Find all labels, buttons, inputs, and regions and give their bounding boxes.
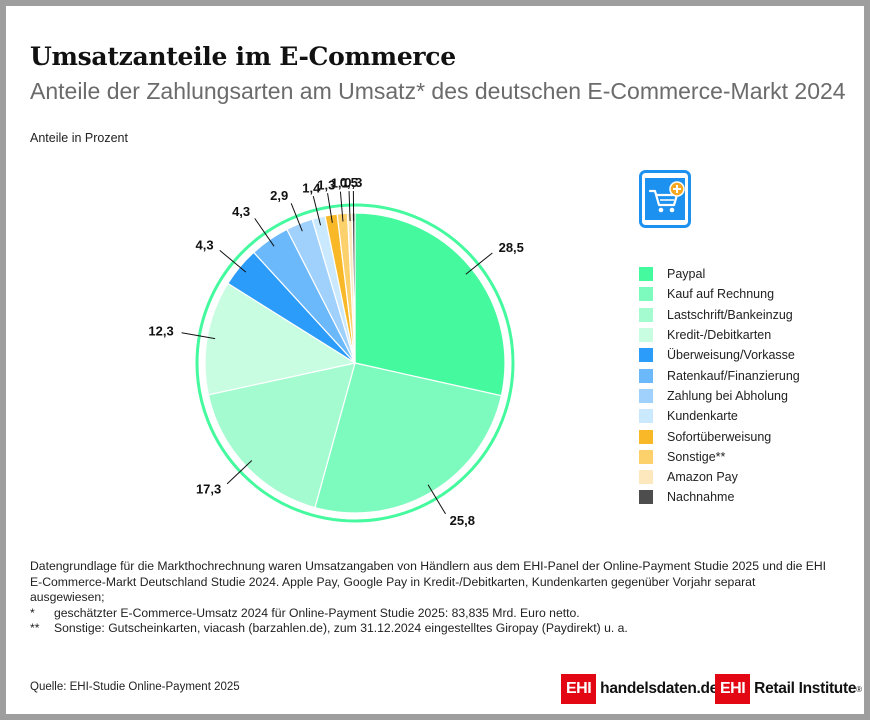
- footnote-1: * geschätzter E-Commerce-Umsatz 2024 für…: [30, 606, 830, 622]
- legend-swatch: [639, 267, 653, 282]
- handelsdaten-logo-text: handelsdaten.de: [600, 680, 718, 697]
- leader-line-sonstige: [339, 191, 344, 222]
- leader-line-sofortueberweisung: [327, 193, 333, 223]
- legend-swatch: [639, 287, 653, 302]
- handelsdaten-logo[interactable]: EHI handelsdaten.de: [561, 674, 718, 704]
- data-label-paypal: 28,5: [499, 240, 524, 255]
- shopping-cart-add-icon: [639, 170, 691, 228]
- leader-line-ueberweisung-vorkasse: [219, 250, 247, 273]
- source-note: Quelle: EHI-Studie Online-Payment 2025: [30, 681, 240, 693]
- legend-label: Nachnahme: [667, 490, 735, 505]
- legend-item-zahlung-bei-abholung: Zahlung bei Abholung: [639, 386, 800, 406]
- footnote-1-mark: *: [30, 605, 35, 620]
- data-label-kredit-debitkarten: 12,3: [148, 323, 173, 338]
- legend-item-kundenkarte: Kundenkarte: [639, 406, 800, 426]
- data-basis-note: Datengrundlage für die Markthochrechnung…: [30, 559, 827, 604]
- legend-swatch: [639, 348, 653, 363]
- data-label-kundenkarte: 1,4: [302, 180, 321, 195]
- footnote-2: ** Sonstige: Gutscheinkarten, viacash (b…: [30, 621, 830, 637]
- legend: Paypal Kauf auf Rechnung Lastschrift/Banke…: [639, 264, 800, 508]
- data-label-ratenkauf-finanzierung: 4,3: [232, 204, 250, 219]
- data-label-kauf-auf-rechnung: 25,8: [450, 513, 475, 528]
- data-label-amazon-pay: 0,5: [340, 175, 358, 190]
- data-label-sofortueberweisung: 1,3: [317, 177, 335, 192]
- pie-outer-ring: [195, 203, 515, 523]
- chart-title: Umsatzanteile im E-Commerce: [30, 42, 456, 71]
- legend-label: Kredit-/Debitkarten: [667, 328, 772, 343]
- legend-label: Lastschrift/Bankeinzug: [667, 307, 793, 322]
- data-label-nachnahme: 0,3: [344, 175, 362, 190]
- leader-line-ratenkauf-finanzierung: [254, 218, 275, 247]
- ehi-logo-box: EHI: [715, 674, 751, 704]
- legend-item-ratenkauf-finanzierung: Ratenkauf/Finanzierung: [639, 365, 800, 385]
- legend-item-nachnahme: Nachnahme: [639, 487, 800, 507]
- data-label-lastschrift-bankeinzug: 17,3: [196, 481, 221, 496]
- ehi-logo-text: Retail Institute: [754, 680, 857, 697]
- leader-line-zahlung-bei-abholung: [290, 203, 303, 232]
- legend-label: Kauf auf Rechnung: [667, 287, 775, 302]
- chart-subtitle: Anteile der Zahlungsarten am Umsatz* des…: [30, 78, 846, 104]
- legend-label: Paypal: [667, 267, 706, 282]
- legend-label: Ratenkauf/Finanzierung: [667, 368, 800, 383]
- legend-label: Sofortüberweisung: [667, 429, 772, 444]
- legend-swatch: [639, 328, 653, 343]
- data-label-sonstige: 1,1: [331, 176, 349, 191]
- legend-label: Amazon Pay: [667, 470, 738, 485]
- legend-swatch: [639, 490, 653, 505]
- handelsdaten-logo-box: EHI: [561, 674, 597, 704]
- legend-swatch: [639, 388, 653, 403]
- legend-swatch: [639, 449, 653, 464]
- pie-chart: 28,5 25,8 17,3 12,3 4,3 4,3 2,9 1,41,31,10,50,3: [148, 175, 524, 528]
- data-label-ueberweisung-vorkasse: 4,3: [196, 237, 214, 252]
- legend-item-ueberweisung-vorkasse: Überweisung/Vorkasse: [639, 345, 800, 365]
- legend-label: Sonstige**: [667, 449, 726, 464]
- legend-item-kredit-debitkarten: Kredit-/Debitkarten: [639, 325, 800, 345]
- leader-line-kauf-auf-rechnung: [427, 484, 446, 515]
- unit-label: Anteile in Prozent: [30, 131, 128, 145]
- leader-line-paypal: [465, 252, 493, 275]
- footnote-2-mark: **: [30, 621, 40, 635]
- ehi-retail-institute-logo[interactable]: EHI Retail Institute ®: [715, 674, 862, 704]
- leader-line-amazon-pay: [348, 191, 351, 222]
- leader-line-kredit-debitkarten: [181, 332, 216, 340]
- legend-label: Überweisung/Vorkasse: [667, 348, 795, 363]
- legend-label: Kundenkarte: [667, 409, 738, 424]
- legend-item-sonstige: Sonstige**: [639, 447, 800, 467]
- legend-item-lastschrift-bankeinzug: Lastschrift/Bankeinzug: [639, 305, 800, 325]
- legend-item-amazon-pay: Amazon Pay: [639, 467, 800, 487]
- leader-line-lastschrift-bankeinzug: [226, 460, 253, 485]
- footnotes: Datengrundlage für die Markthochrechnung…: [30, 559, 830, 637]
- legend-swatch: [639, 470, 653, 485]
- legend-swatch: [639, 368, 653, 383]
- footnote-1-text: geschätzter E-Commerce-Umsatz 2024 für O…: [54, 605, 580, 620]
- footnote-2-text: Sonstige: Gutscheinkarten, viacash (barz…: [54, 621, 628, 635]
- data-label-zahlung-bei-abholung: 2,9: [270, 188, 288, 203]
- leader-line-kundenkarte: [312, 196, 322, 226]
- legend-label: Zahlung bei Abholung: [667, 388, 788, 403]
- registered-mark: ®: [856, 684, 863, 694]
- infographic-card: Umsatzanteile im E-Commerce Anteile der …: [6, 6, 864, 714]
- legend-item-paypal: Paypal: [639, 264, 800, 284]
- legend-swatch: [639, 409, 653, 424]
- legend-swatch: [639, 429, 653, 444]
- legend-swatch: [639, 307, 653, 322]
- legend-item-sofortueberweisung: Sofortüberweisung: [639, 426, 800, 446]
- legend-item-kauf-auf-rechnung: Kauf auf Rechnung: [639, 284, 800, 304]
